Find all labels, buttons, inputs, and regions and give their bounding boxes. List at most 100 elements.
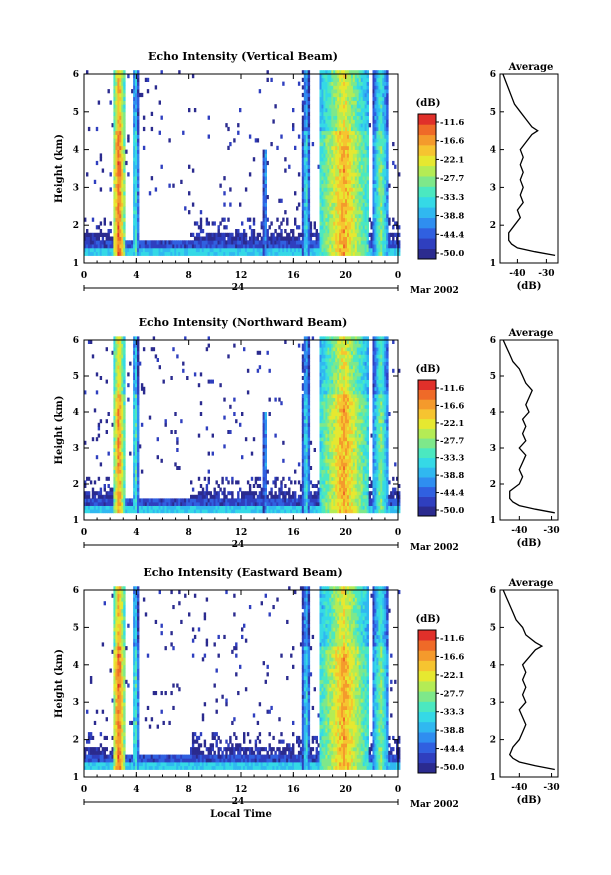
heatmap-cell [380,164,383,169]
heatmap-cell [121,85,124,90]
heatmap-cell [321,484,324,488]
heatmap-cell [103,247,106,253]
heatmap-cell [327,502,330,506]
heatmap-cell [343,134,346,139]
heatmap-cell [286,244,289,249]
heatmap-cell [137,145,140,150]
heatmap-cell [321,433,324,438]
heatmap-cell [123,229,126,234]
heatmap-cell [131,498,134,503]
heatmap-cell [319,480,322,485]
heatmap-cell [356,168,360,173]
heatmap-cell [193,244,197,249]
heatmap-cell [331,505,334,510]
heatmap-cell [133,176,136,181]
heatmap-cell [241,221,244,226]
heatmap-cell [335,244,338,249]
heatmap-cell [215,494,218,499]
heatmap-cell [382,149,385,154]
heatmap-cell [366,153,369,158]
heatmap-cell [207,240,210,245]
heatmap-cell [348,111,352,116]
heatmap-cell [382,221,385,226]
heatmap-cell [127,509,130,514]
heatmap-cell [268,244,271,249]
heatmap-cell [197,498,201,503]
heatmap-cell [123,183,126,188]
heatmap-cell [343,191,346,196]
heatmap-cell [366,229,369,234]
heatmap-cell [137,126,140,132]
heatmap-cell [374,213,377,219]
heatmap-cell [366,206,369,211]
heatmap-cell [140,422,144,427]
heatmap-cell [168,240,171,245]
heatmap-cell [352,176,356,181]
heatmap-cell [244,247,248,253]
heatmap-cell [321,480,324,485]
heatmap-cell [119,198,122,203]
heatmap-cell [123,426,126,431]
heatmap-cell [323,104,326,109]
heatmap-cell [290,247,293,253]
heatmap-cell [137,494,140,499]
heatmap-cell [378,160,381,166]
heatmap-cell [301,202,305,207]
heatmap-cell [148,502,152,506]
heatmap-cell [103,221,106,226]
heatmap-cell [337,81,340,86]
heatmap-cell [135,130,138,135]
heatmap-cell [219,247,222,253]
heatmap-cell [356,176,360,181]
heatmap-cell [231,494,234,499]
heatmap-cell [93,240,97,245]
heatmap-cell [337,183,340,188]
heatmap-cell [133,142,136,147]
heatmap-cell [374,145,377,150]
heatmap-cell [339,247,342,253]
heatmap-cell [347,160,350,166]
heatmap-cell [115,415,118,420]
heatmap-cell [184,505,187,510]
heatmap-cell [119,138,122,143]
heatmap-cell [229,509,232,514]
heatmap-cell [333,115,336,120]
heatmap-cell [325,145,328,150]
heatmap-cell [348,96,352,101]
heatmap-cell [93,244,97,249]
heatmap-cell [356,164,360,169]
heatmap-cell [117,494,120,499]
heatmap-cell [294,191,297,196]
heatmap-cell [321,487,324,492]
heatmap-cell [150,347,154,352]
heatmap-cell [284,229,287,234]
heatmap-cell [378,123,381,128]
colorbar-frame [417,113,437,260]
heatmap-cell [235,505,238,510]
heatmap-cell [362,111,366,116]
heatmap-cell [311,494,315,499]
heatmap-cell [317,480,320,485]
heatmap-cell [246,505,250,510]
heatmap-cell [305,210,309,215]
heatmap-cell [321,379,324,384]
profile-x-label: (dB) [517,281,542,292]
heatmap-cell [87,240,91,245]
heatmap-cell [115,440,118,445]
heatmap-cell [309,491,313,496]
heatmap-cell [378,157,381,162]
heatmap-cell [350,244,354,249]
heatmap-cell [193,251,197,256]
heatmap-cell [321,89,324,94]
heatmap-cell [115,153,118,158]
heatmap-cell [113,437,116,442]
heatmap-cell [343,138,346,143]
heatmap-cell [178,244,181,249]
heatmap-cell [121,372,124,377]
heatmap-cell [382,210,385,215]
heatmap-cell [317,491,320,496]
heatmap-cell [321,115,324,120]
heatmap-cell [105,232,108,237]
heatmap-cell [335,168,338,173]
heatmap-cell [123,358,126,362]
